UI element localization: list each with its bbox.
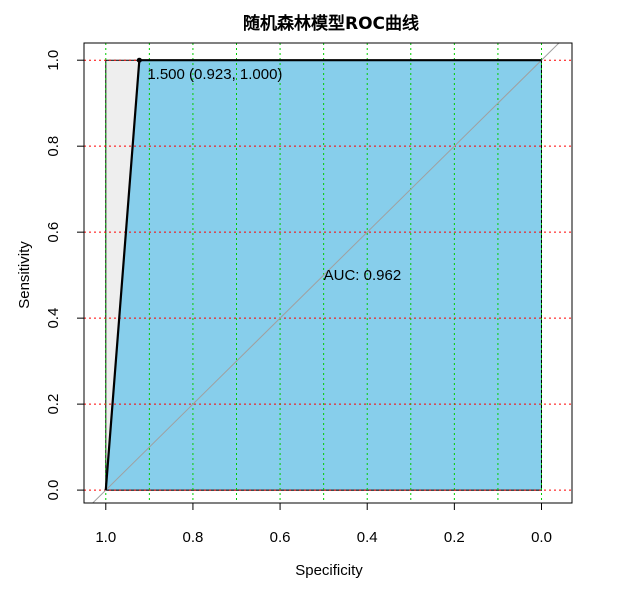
y-tick-label: 0.4 [45, 308, 62, 329]
plot-frame [83, 42, 573, 504]
plot-area [84, 43, 572, 503]
y-tick-label: 0.2 [45, 394, 62, 415]
x-axis-label: Specificity [295, 562, 363, 579]
auc-label: AUC: 0.962 [324, 267, 402, 284]
threshold-label: 1.500 (0.923, 1.000) [147, 66, 282, 83]
x-tick-label: 0.8 [182, 529, 203, 546]
x-tick-label: 0.0 [531, 529, 552, 546]
y-tick-label: 1.0 [45, 50, 62, 71]
threshold-point [136, 57, 142, 63]
y-tick-label: 0.8 [45, 136, 62, 157]
y-tick-label: 0.0 [45, 480, 62, 501]
x-tick-label: 1.0 [95, 529, 116, 546]
axis-ticks: 1.0 0.8 0.6 0.4 0.2 0.0 0.0 0.2 0.4 0.6 0.8 1.0 [45, 50, 552, 546]
x-tick-label: 0.6 [270, 529, 291, 546]
y-tick-label: 0.6 [45, 222, 62, 243]
x-tick-label: 0.4 [357, 529, 378, 546]
x-tick-label: 0.2 [444, 529, 465, 546]
chance-diagonal [92, 43, 560, 503]
y-axis-label: Sensitivity [16, 241, 33, 309]
chart-title: 随机森林模型ROC曲线 [243, 13, 419, 34]
